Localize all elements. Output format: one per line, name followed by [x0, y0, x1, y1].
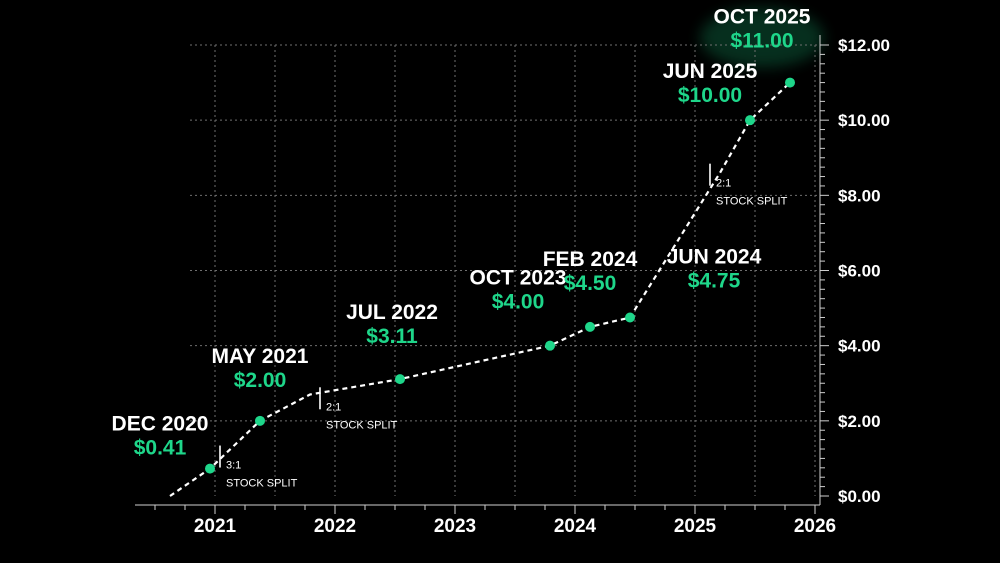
series-line — [169, 81, 791, 497]
data-point — [625, 312, 635, 323]
split-ratio-label: 2:1 — [716, 178, 731, 190]
data-point — [205, 463, 215, 474]
x-tick-label: 2021 — [194, 516, 237, 537]
x-tick-label: 2025 — [674, 516, 717, 537]
y-tick-label: $8.00 — [838, 186, 881, 205]
split-text-label: STOCK SPLIT — [226, 478, 298, 490]
data-point — [785, 77, 795, 88]
x-tick-label: 2026 — [794, 516, 836, 537]
series-path — [169, 81, 791, 497]
y-tick-label: $2.00 — [838, 412, 881, 431]
point-value-label: $2.00 — [234, 369, 287, 392]
x-tick-label: 2024 — [554, 516, 597, 537]
split-ratio-label: 3:1 — [226, 460, 241, 472]
highlight-glow-shape — [700, 7, 824, 68]
data-point — [745, 115, 755, 126]
point-labels: DEC 2020$0.41 MAY 2021$2.00 JUL 2022$3.11 O… — [112, 6, 811, 460]
point-date-label: DEC 2020 — [112, 413, 209, 436]
x-tick-label: 2022 — [314, 516, 356, 537]
point-value-label: $11.00 — [730, 30, 793, 53]
split-text-label: STOCK SPLIT — [716, 196, 788, 208]
axes: $0.00 $2.00 $4.00 $6.00 $8.00 $10.00 $12.00 202… — [135, 35, 890, 537]
point-value-label: $4.75 — [688, 269, 741, 292]
point-value-label: $3.11 — [366, 325, 418, 348]
y-tick-label: $0.00 — [838, 487, 881, 506]
data-point — [585, 321, 595, 332]
point-date-label: FEB 2024 — [543, 248, 638, 271]
point-value-label: $4.00 — [492, 291, 545, 314]
data-point — [255, 415, 265, 426]
y-tick-label: $6.00 — [838, 262, 881, 281]
point-date-label: OCT 2025 — [714, 6, 811, 29]
y-tick-label: $10.00 — [838, 111, 890, 130]
point-date-label: JUL 2022 — [346, 301, 438, 324]
grid — [190, 44, 820, 496]
point-value-label: $4.50 — [564, 272, 617, 295]
y-tick-label: $12.00 — [838, 36, 890, 55]
point-date-label: JUN 2024 — [667, 245, 762, 268]
y-tick-label: $4.00 — [838, 337, 881, 356]
point-date-label: OCT 2023 — [470, 267, 567, 290]
highlight-glow — [700, 7, 824, 68]
split-text-label: STOCK SPLIT — [326, 419, 398, 431]
data-point — [545, 340, 555, 351]
data-point — [395, 374, 405, 385]
stock-split-annotations: 3:1 STOCK SPLIT 2:1 STOCK SPLIT 2:1 STOCK SPL… — [219, 163, 788, 490]
data-points — [205, 77, 795, 474]
point-date-label: MAY 2021 — [212, 345, 309, 368]
point-date-label: JUN 2025 — [663, 60, 758, 83]
point-value-label: $10.00 — [678, 84, 742, 107]
x-tick-label: 2023 — [434, 516, 476, 537]
split-ratio-label: 2:1 — [326, 401, 341, 413]
point-value-label: $0.41 — [134, 437, 187, 460]
